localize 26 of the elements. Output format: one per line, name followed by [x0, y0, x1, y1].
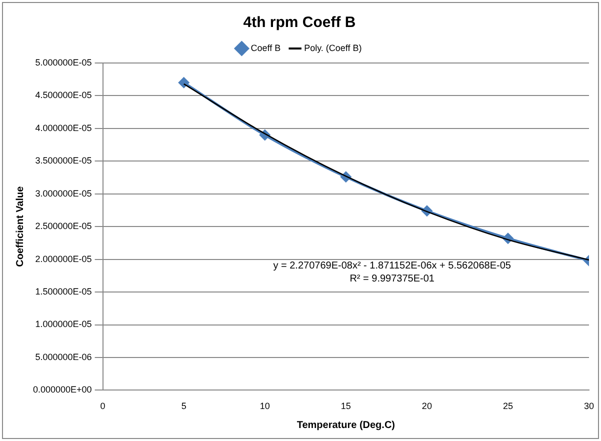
y-tick-label: 5.000000E-06 — [35, 352, 92, 362]
y-tick-label: 2.500000E-05 — [35, 221, 92, 232]
y-tick-label: 0.000000E+00 — [32, 384, 92, 395]
x-tick-label: 10 — [260, 401, 270, 412]
x-axis-title: Temperature (Deg.C) — [296, 420, 395, 431]
y-tick-label: 4.500000E-05 — [35, 90, 92, 100]
chart-title: 4th rpm Coeff B — [243, 14, 356, 32]
y-tick-label: 3.000000E-05 — [35, 188, 92, 198]
annotation: y = 2.270769E-08x² - 1.871152E-06x + 5.562068E-05 — [273, 260, 512, 272]
y-tick-label: 4.000000E-05 — [35, 122, 92, 133]
point — [178, 77, 190, 88]
y-axis-title: Coefficient Value — [14, 186, 26, 267]
annotation: R² = 9.997375E-01 — [350, 274, 435, 285]
y-tick-label: 1.000000E-05 — [35, 319, 92, 330]
legend-label: Poly. (Coeff B) — [304, 42, 362, 53]
x-tick-label: 15 — [340, 401, 351, 412]
y-tick-label: 2.000000E-05 — [35, 254, 92, 264]
y-tick-label: 1.500000E-05 — [35, 286, 92, 297]
x-tick-label: 0 — [100, 401, 106, 412]
x-tick-label: 20 — [422, 401, 432, 412]
x-tick-label: 5 — [181, 401, 186, 412]
x-tick-label: 25 — [502, 401, 513, 412]
x-tick-label: 30 — [584, 401, 594, 412]
y-tick-label: 5.000000E-05 — [35, 57, 92, 68]
legend-label: Coeff B — [250, 42, 281, 53]
y-tick-label: 3.500000E-05 — [35, 156, 92, 166]
